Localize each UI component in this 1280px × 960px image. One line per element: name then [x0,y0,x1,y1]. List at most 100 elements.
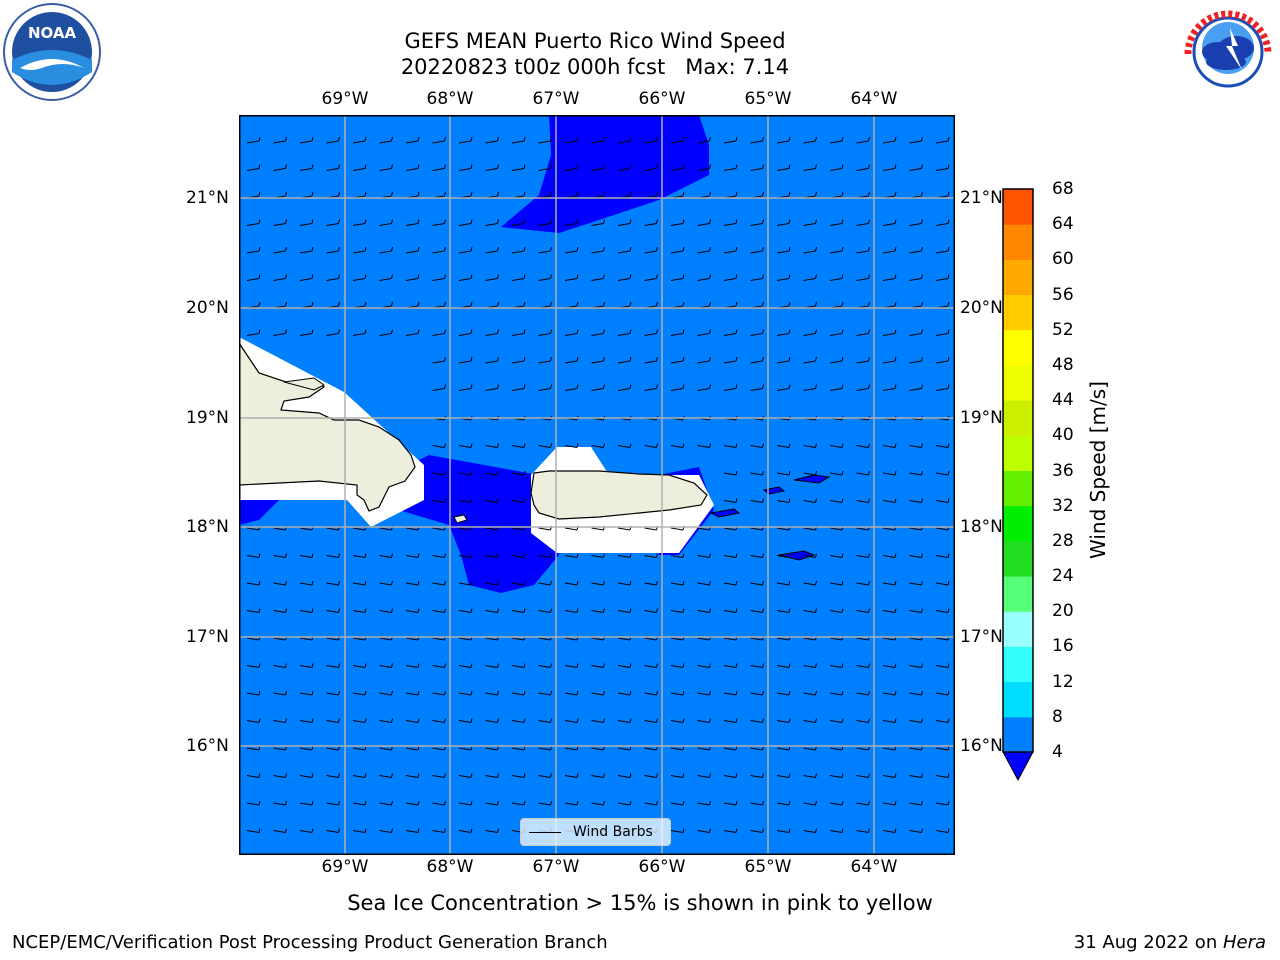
land-vieques [709,508,741,518]
lon-tick-top: 65°W [744,89,792,109]
wind-barb [352,800,367,806]
wind-barb [299,274,314,281]
wind-barb [538,443,552,448]
wind-barb [644,553,658,558]
wind-barb [829,274,844,281]
wind-barb [909,246,923,254]
wind-barb [803,773,817,778]
wind-barb [670,219,685,226]
wind-barb [803,356,817,364]
wind-barb [273,800,287,806]
wind-barb [803,608,817,613]
wind-barb [299,608,314,613]
wind-barb [723,718,738,723]
noaa-logo-text: NOAA [28,24,77,42]
wind-barb [591,690,605,696]
wind-barb [485,329,499,336]
legend-line-swatch [529,832,561,833]
wind-barb [511,219,526,226]
wind-barb [776,384,791,391]
wind-barb [538,246,552,254]
wind-barb [882,608,897,613]
colorbar-tick-label: 56 [1052,284,1074,305]
wind-barb [935,164,950,171]
wind-barb [856,384,870,391]
wind-barb [352,246,367,254]
wind-barb [829,329,844,336]
wind-barb [935,219,950,226]
wind-barb [829,718,844,723]
lat-tick-left: 16°N [186,736,229,756]
wind-barb [273,580,287,586]
wind-barb [935,329,950,336]
wind-barb [405,800,420,806]
wind-barb [326,136,340,144]
low-wind-region-north [501,115,709,233]
wind-barb [935,470,950,476]
wind-barb [750,274,764,281]
wind-barb [458,718,473,723]
wind-barb [564,219,579,226]
wind-barb [511,773,526,778]
wind-barb [882,136,897,144]
wind-barb [882,219,897,226]
wind-barb [458,663,473,668]
wind-barb [856,164,870,171]
colorbar-band [1003,329,1033,366]
footer-date: 31 Aug 2022 on Hera [1074,932,1266,953]
wind-barb [405,663,420,668]
wind-barb [617,773,632,778]
wind-barb [829,356,844,364]
wind-barb [856,274,870,281]
colorbar-band [1003,189,1033,225]
wind-barb [432,580,446,586]
wind-barb [458,553,473,558]
wind-barb [246,580,261,586]
wind-barb [882,470,897,476]
colorbar-band [1003,294,1033,331]
wind-barb [909,608,923,613]
wind-barb [246,136,261,144]
wind-barb [882,718,897,723]
wind-barb [617,553,632,558]
map-title: GEFS MEAN Puerto Rico Wind Speed [404,29,786,53]
wind-barb [644,718,658,723]
colorbar-tick-label: 28 [1052,530,1074,551]
wind-barb [458,498,473,503]
wind-barb [723,828,738,833]
wind-barb [246,690,261,696]
wind-barb [750,608,764,613]
wind-barb [935,800,950,806]
wind-barb [432,663,446,668]
wind-barb [538,329,552,336]
wind-barb [405,219,420,226]
wind-barb [591,718,605,723]
wind-barb [882,274,897,281]
wind-barb [538,608,552,613]
wind-barb [326,329,340,336]
wind-barb [405,136,420,144]
wind-barb [909,580,923,586]
wind-barb [273,553,287,558]
wind-barb [458,164,473,171]
colorbar-band [1003,364,1033,401]
wind-barb [829,800,844,806]
wind-barb [246,164,261,171]
wind-barb [723,498,738,503]
wind-barb [670,608,685,613]
wind-barb [803,718,817,723]
wind-barb [246,553,261,558]
wind-barb [564,384,579,391]
wind-barb [935,690,950,696]
wind-barb [299,773,314,778]
wind-barb [246,718,261,723]
wind-barb [935,498,950,503]
wind-barb [935,553,950,558]
land-st-croix [778,550,816,561]
colorbar-band [1003,576,1033,612]
wind-barb [644,608,658,613]
wind-barb [803,136,817,144]
wind-barb [856,329,870,336]
wind-barb [776,246,791,254]
wind-barb [829,608,844,613]
